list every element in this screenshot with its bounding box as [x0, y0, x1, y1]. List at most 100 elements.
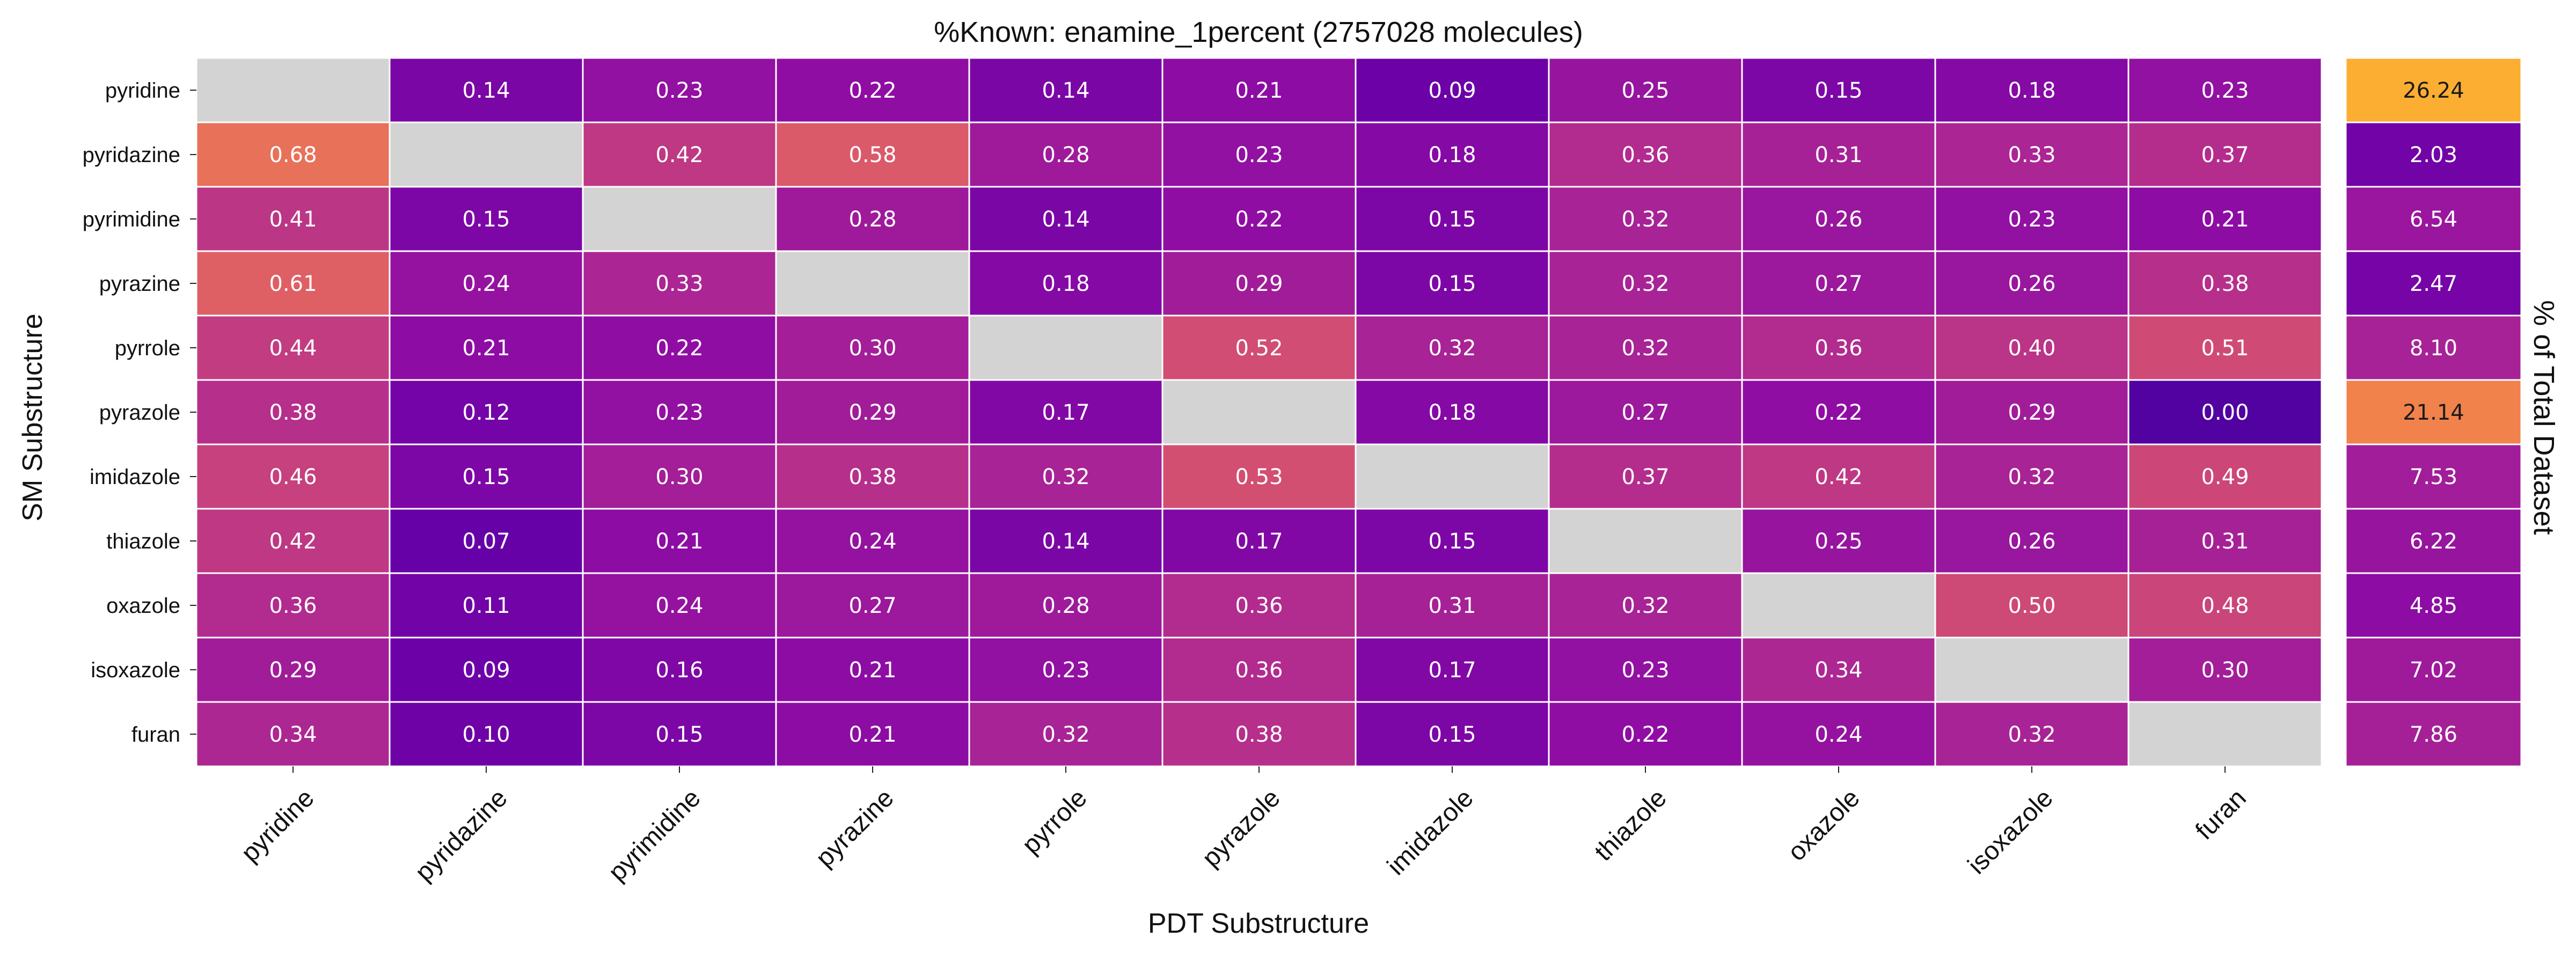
- heatmap-cell: [1934, 572, 2129, 639]
- heatmap-cell: [195, 379, 391, 445]
- cell-value-label: 0.36: [1814, 336, 1862, 361]
- heatmap-cell: [968, 572, 1163, 639]
- heatmap-cell: [1355, 250, 1550, 317]
- cell-value-label: 0.46: [269, 465, 317, 489]
- cell-value-label: 0.14: [462, 78, 510, 103]
- heatmap-cell: [1548, 121, 1743, 188]
- heatmap-cell: [2127, 121, 2323, 188]
- y-tick-label: pyridazine: [83, 143, 180, 167]
- total-cell: [2345, 250, 2522, 317]
- heatmap-cell: [1355, 57, 1550, 123]
- heatmap-cell: [968, 379, 1163, 445]
- total-value-label: 8.10: [2410, 336, 2457, 361]
- cell-value-label: 0.38: [2201, 272, 2249, 296]
- x-tick-label: isoxazole: [1963, 784, 2059, 880]
- cell-value-label: 0.32: [1621, 207, 1669, 232]
- cell-value-label: 0.30: [2201, 658, 2249, 683]
- cell-value-label: 0.22: [1814, 400, 1862, 425]
- heatmap-cell: [1161, 314, 1357, 381]
- cell-value-label: 0.18: [2008, 78, 2055, 103]
- cell-value-label: 0.32: [1621, 336, 1669, 361]
- heatmap-cell: [1355, 508, 1550, 574]
- y-tick-label: imidazole: [90, 465, 180, 489]
- heatmap-cell: [2127, 572, 2323, 639]
- cell-value-label: 0.42: [1814, 465, 1862, 489]
- y-tick-labels: pyridine pyridazine pyrimidine pyrazine pyrr…: [83, 79, 196, 747]
- heatmap-cell: [1355, 379, 1550, 445]
- heatmap-cell: [1934, 636, 2129, 703]
- cell-value-label: 0.33: [2008, 143, 2055, 167]
- heatmap-cell: [775, 250, 970, 317]
- x-axis-label: PDT Substructure: [1148, 908, 1369, 939]
- cell-value-label: 0.15: [1428, 722, 1476, 747]
- chart-title: %Known: enamine_1percent (2757028 molecu…: [934, 16, 1583, 48]
- heatmap-cell: [582, 314, 777, 381]
- heatmap-cell: [775, 57, 970, 123]
- cell-value-label: 0.31: [1428, 594, 1476, 618]
- cell-value-label: 0.28: [1042, 594, 1089, 618]
- heatmap-cell: [582, 186, 777, 252]
- heatmap-cell: [1355, 701, 1550, 767]
- heatmap-cell: [1934, 508, 2129, 574]
- cell-value-label: 0.24: [655, 594, 703, 618]
- cell-value-label: 0.15: [1428, 529, 1476, 554]
- cell-value-label: 0.18: [1428, 400, 1476, 425]
- cell-value-label: 0.38: [848, 465, 896, 489]
- cell-value-label: 0.15: [462, 207, 510, 232]
- cell-value-label: 0.14: [1042, 78, 1089, 103]
- cell-value-label: 0.21: [462, 336, 510, 361]
- cell-value-label: 0.24: [1814, 722, 1862, 747]
- cell-value-label: 0.09: [462, 658, 510, 683]
- cell-value-label: 0.32: [2008, 722, 2055, 747]
- cell-value-label: 0.38: [269, 400, 317, 425]
- cell-value-label: 0.49: [2201, 465, 2249, 489]
- cell-value-label: 0.27: [1814, 272, 1862, 296]
- y-tick-label: pyridine: [105, 79, 180, 103]
- heatmap-cell: [1548, 443, 1743, 510]
- cell-value-label: 0.09: [1428, 78, 1476, 103]
- cell-value-label: 0.36: [1235, 658, 1283, 683]
- y-tick-label: thiazole: [106, 530, 180, 553]
- heatmap-cell: [1548, 636, 1743, 703]
- heatmap-cell: [1355, 443, 1550, 510]
- heatmap-cell: [389, 572, 584, 639]
- heatmap-cell: [1161, 508, 1357, 574]
- cell-value-label: 0.24: [462, 272, 510, 296]
- heatmap-cell: [1934, 250, 2129, 317]
- cell-value-label: 0.15: [1428, 207, 1476, 232]
- heatmap-cell: [968, 314, 1163, 381]
- total-cell: [2345, 186, 2522, 252]
- cell-value-label: 0.17: [1042, 400, 1089, 425]
- total-value-label: 7.53: [2410, 465, 2457, 489]
- cell-value-label: 0.15: [462, 465, 510, 489]
- heatmap-cell: [2127, 636, 2323, 703]
- heatmap-cell: [1741, 314, 1936, 381]
- heatmap-cell: [1934, 314, 2129, 381]
- heatmap-cell: [1741, 121, 1936, 188]
- cell-value-label: 0.30: [655, 465, 703, 489]
- heatmap-cell: [389, 508, 584, 574]
- cell-value-label: 0.15: [1428, 272, 1476, 296]
- y-tick-label: isoxazole: [91, 658, 180, 682]
- cell-value-label: 0.34: [269, 722, 317, 747]
- heatmap-cell: [1741, 443, 1936, 510]
- y-tick-label: pyrazole: [99, 401, 180, 425]
- cell-value-label: 0.41: [269, 207, 317, 232]
- heatmap-cell: [1934, 379, 2129, 445]
- cell-value-label: 0.29: [1235, 272, 1283, 296]
- cell-value-label: 0.51: [2201, 336, 2249, 361]
- heatmap-cell: [968, 121, 1163, 188]
- heatmap-cell: [195, 57, 391, 123]
- heatmap-cell: [2127, 186, 2323, 252]
- heatmap-cell: [389, 186, 584, 252]
- cell-value-label: 0.21: [2201, 207, 2249, 232]
- x-tick-label: furan: [2190, 784, 2252, 845]
- cell-value-label: 0.29: [2008, 400, 2055, 425]
- cell-value-label: 0.30: [848, 336, 896, 361]
- cell-value-label: 0.12: [462, 400, 510, 425]
- heatmap-cell: [2127, 508, 2323, 574]
- total-value-label: 21.14: [2403, 400, 2464, 425]
- heatmap-cell: [775, 636, 970, 703]
- cell-value-label: 0.68: [269, 143, 317, 167]
